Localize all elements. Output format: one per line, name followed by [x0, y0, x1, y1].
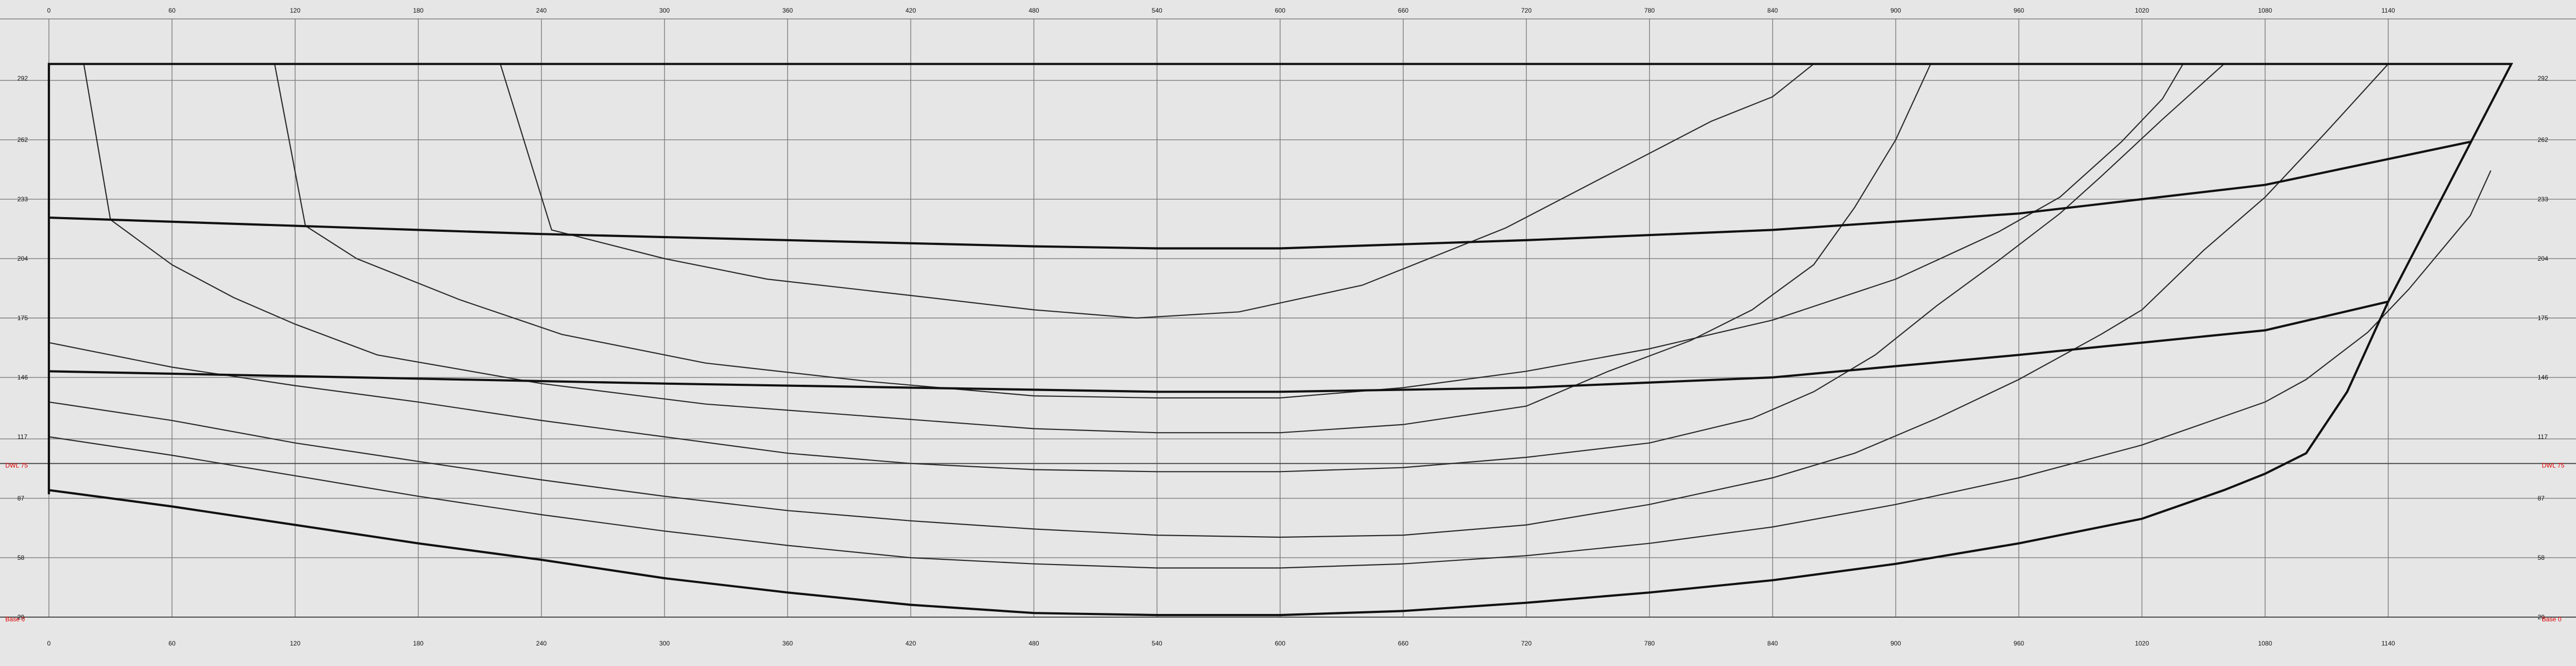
x-tick-label-top: 180	[413, 7, 424, 14]
x-tick-label-bottom: 600	[1275, 640, 1285, 647]
y-tick-label-left: 29	[17, 613, 25, 621]
hull-outline	[47, 63, 2513, 617]
waterline-curve	[48, 140, 2471, 250]
reference-label-left: DWL 75	[5, 462, 28, 469]
x-tick-label-bottom: 660	[1398, 640, 1408, 647]
x-tick-label-top: 0	[47, 7, 51, 14]
x-tick-label-top: 1140	[2381, 7, 2395, 14]
x-tick-label-top: 720	[1521, 7, 1531, 14]
x-tick-label-bottom: 180	[413, 640, 424, 647]
reference-label-left: Base 0	[5, 616, 25, 623]
y-tick-label-right: 87	[2538, 495, 2545, 502]
x-tick-label-top: 420	[905, 7, 916, 14]
section-curve	[48, 63, 2225, 473]
y-tick-label-left: 146	[17, 374, 28, 381]
y-tick-label-right: 175	[2538, 314, 2548, 322]
x-tick-label-top: 120	[290, 7, 300, 14]
x-tick-label-bottom: 0	[47, 640, 51, 647]
x-tick-label-top: 840	[1767, 7, 1778, 14]
x-tick-label-bottom: 780	[1644, 640, 1655, 647]
x-tick-label-bottom: 900	[1890, 640, 1901, 647]
y-tick-label-right: 204	[2538, 255, 2548, 262]
y-tick-label-left: 87	[17, 495, 25, 502]
y-tick-label-right: 233	[2538, 196, 2548, 203]
y-tick-label-left: 58	[17, 554, 25, 561]
x-tick-label-top: 1080	[2258, 7, 2272, 14]
y-tick-label-right: 146	[2538, 374, 2548, 381]
x-tick-label-bottom: 60	[169, 640, 176, 647]
section-curve	[499, 63, 1814, 319]
x-tick-label-top: 1020	[2135, 7, 2149, 14]
y-tick-label-left: 175	[17, 314, 28, 322]
x-tick-label-bottom: 960	[2013, 640, 2024, 647]
y-tick-label-right: 29	[2538, 613, 2545, 621]
axis-labels: 0 0 60 60 120 120 180 180 240 240 300 300 360 360 420 4…	[5, 7, 2564, 647]
section-curve	[274, 64, 2184, 399]
x-tick-label-bottom: 540	[1152, 640, 1162, 647]
x-tick-label-top: 780	[1644, 7, 1655, 14]
reference-label-right: DWL 75	[2542, 462, 2564, 469]
x-tick-label-bottom: 720	[1521, 640, 1531, 647]
section-curve	[83, 64, 1931, 434]
curves	[47, 63, 2513, 617]
x-tick-label-top: 660	[1398, 7, 1408, 14]
section-curve	[48, 170, 2492, 569]
y-tick-label-left: 262	[17, 136, 28, 144]
x-tick-label-top: 240	[536, 7, 547, 14]
x-tick-label-bottom: 1020	[2135, 640, 2149, 647]
y-tick-label-left: 292	[17, 75, 28, 82]
x-tick-label-top: 900	[1890, 7, 1901, 14]
x-tick-label-bottom: 420	[905, 640, 916, 647]
section-curve	[48, 63, 2389, 538]
x-tick-label-top: 480	[1029, 7, 1039, 14]
x-tick-label-top: 360	[782, 7, 793, 14]
x-tick-label-top: 540	[1152, 7, 1162, 14]
y-tick-label-left: 117	[17, 433, 27, 440]
x-tick-label-bottom: 360	[782, 640, 793, 647]
x-tick-label-top: 60	[169, 7, 176, 14]
x-tick-label-bottom: 480	[1029, 640, 1039, 647]
y-tick-label-right: 117	[2538, 433, 2548, 440]
x-tick-label-bottom: 240	[536, 640, 547, 647]
x-tick-label-bottom: 1080	[2258, 640, 2272, 647]
y-tick-label-right: 262	[2538, 136, 2548, 144]
waterline-curve	[48, 300, 2389, 393]
x-tick-label-bottom: 120	[290, 640, 300, 647]
y-tick-label-right: 292	[2538, 75, 2548, 82]
reference-label-right: Base 0	[2542, 616, 2562, 623]
x-tick-label-top: 960	[2013, 7, 2024, 14]
y-tick-label-left: 204	[17, 255, 28, 262]
x-tick-label-bottom: 300	[659, 640, 670, 647]
x-tick-label-bottom: 1140	[2381, 640, 2395, 647]
x-tick-label-bottom: 840	[1767, 640, 1778, 647]
y-tick-label-left: 233	[17, 196, 28, 203]
x-tick-label-top: 300	[659, 7, 670, 14]
grid	[0, 18, 2576, 617]
y-tick-label-right: 58	[2538, 554, 2545, 561]
x-tick-label-top: 600	[1275, 7, 1285, 14]
